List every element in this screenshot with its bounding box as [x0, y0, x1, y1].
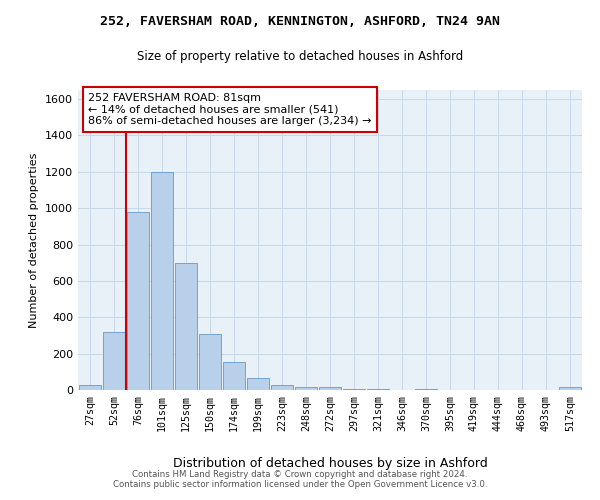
Bar — [415, 389, 437, 390]
Bar — [127, 212, 149, 390]
Bar — [199, 334, 221, 390]
Y-axis label: Number of detached properties: Number of detached properties — [29, 152, 40, 328]
Bar — [319, 388, 341, 390]
Bar — [343, 389, 365, 390]
Bar — [151, 172, 173, 390]
Text: Distribution of detached houses by size in Ashford: Distribution of detached houses by size … — [173, 458, 487, 470]
Text: Contains HM Land Registry data © Crown copyright and database right 2024.
Contai: Contains HM Land Registry data © Crown c… — [113, 470, 487, 489]
Bar — [559, 388, 581, 390]
Text: 252, FAVERSHAM ROAD, KENNINGTON, ASHFORD, TN24 9AN: 252, FAVERSHAM ROAD, KENNINGTON, ASHFORD… — [100, 15, 500, 28]
Text: Size of property relative to detached houses in Ashford: Size of property relative to detached ho… — [137, 50, 463, 63]
Bar — [367, 389, 389, 390]
Bar — [103, 332, 125, 390]
Bar — [295, 386, 317, 390]
Text: 252 FAVERSHAM ROAD: 81sqm
← 14% of detached houses are smaller (541)
86% of semi: 252 FAVERSHAM ROAD: 81sqm ← 14% of detac… — [88, 93, 371, 126]
Bar — [271, 384, 293, 390]
Bar — [175, 262, 197, 390]
Bar — [79, 386, 101, 390]
Bar — [223, 362, 245, 390]
Bar — [247, 378, 269, 390]
